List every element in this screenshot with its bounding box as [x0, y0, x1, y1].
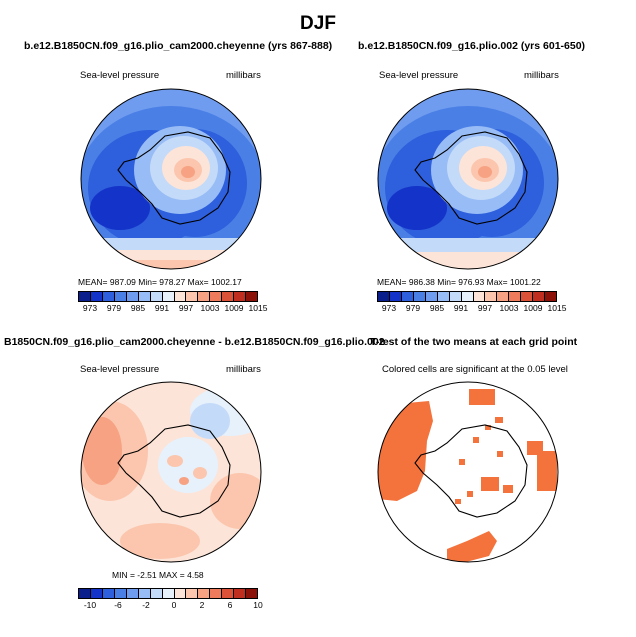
colorbar-swatch [102, 589, 115, 598]
colorbar-tick-label: -10 [83, 600, 97, 610]
panel-1-variable: Sea-level pressure [80, 70, 160, 81]
panel-1-title: b.e12.B1850CN.f09_g16.plio_cam2000.cheye… [24, 40, 333, 52]
panel-3-stats: MIN = -2.51 MAX = 4.58 [112, 570, 204, 580]
panel-2-colorbar-labels: 973 979 985 991 997 1003 1009 1015 [377, 303, 567, 315]
panel-4-variable: Colored cells are significant at the 0.0… [382, 364, 568, 375]
panel-1-units: millibars [226, 70, 261, 81]
panel-2-map [377, 88, 559, 270]
colorbar-tick-label: 979 [405, 303, 421, 313]
colorbar-swatch [222, 589, 235, 598]
panel-2-units: millibars [524, 70, 559, 81]
colorbar-swatch [497, 292, 510, 301]
colorbar-swatch [425, 292, 438, 301]
colorbar-tick-label: 10 [253, 600, 263, 610]
colorbar-tick-label: 1009 [523, 303, 543, 313]
colorbar-tick-label: 991 [154, 303, 170, 313]
colorbar-swatch [437, 292, 450, 301]
colorbar-swatch [234, 589, 247, 598]
colorbar-tick-label: 991 [453, 303, 469, 313]
colorbar-swatch [222, 292, 235, 301]
colorbar-swatch [473, 292, 486, 301]
panel-3-map [80, 381, 262, 563]
colorbar-swatch [378, 292, 390, 301]
colorbar-swatch [138, 292, 151, 301]
panel-3-variable: Sea-level pressure [80, 364, 160, 375]
colorbar-swatch [114, 292, 127, 301]
colorbar-tick-label: 1015 [248, 303, 268, 313]
colorbar-tick-label: 6 [227, 600, 233, 610]
panel-2-stats: MEAN= 986.38 Min= 976.93 Max= 1001.22 [377, 277, 541, 287]
colorbar-tick-label: 973 [381, 303, 397, 313]
colorbar-swatch [138, 589, 151, 598]
colorbar-tick-label: 997 [477, 303, 493, 313]
colorbar-tick-label: 1003 [499, 303, 519, 313]
colorbar-tick-label: 985 [130, 303, 146, 313]
colorbar-swatch [150, 292, 163, 301]
colorbar-swatch [174, 292, 187, 301]
colorbar-swatch [114, 589, 127, 598]
colorbar-swatch [246, 292, 258, 301]
colorbar-swatch [79, 292, 91, 301]
panel-2-title: b.e12.B1850CN.f09_g16.plio.002 (yrs 601-… [358, 40, 586, 52]
panel-1-stats: MEAN= 987.09 Min= 978.27 Max= 1002.17 [78, 277, 242, 287]
colorbar-swatch [401, 292, 414, 301]
panel-1-map [80, 88, 262, 270]
colorbar-swatch [174, 589, 187, 598]
colorbar-swatch [413, 292, 426, 301]
colorbar-swatch [449, 292, 462, 301]
colorbar-tick-label: 0 [171, 600, 177, 610]
colorbar-tick-label: 1003 [200, 303, 220, 313]
panel-2-colorbar [377, 291, 557, 302]
colorbar-swatch [389, 292, 402, 301]
colorbar-tick-label: 1009 [224, 303, 244, 313]
colorbar-tick-label: 997 [178, 303, 194, 313]
colorbar-swatch [461, 292, 474, 301]
colorbar-swatch [150, 589, 163, 598]
colorbar-tick-label: 979 [106, 303, 122, 313]
panel-1-colorbar [78, 291, 258, 302]
colorbar-tick-label: 985 [429, 303, 445, 313]
panel-4-map [377, 381, 559, 563]
colorbar-swatch [210, 292, 223, 301]
panel-3-units: millibars [226, 364, 261, 375]
colorbar-swatch [90, 292, 103, 301]
colorbar-swatch [186, 292, 199, 301]
colorbar-tick-label: 973 [82, 303, 98, 313]
page-title: DJF [300, 13, 336, 34]
colorbar-swatch [246, 589, 258, 598]
panel-3-colorbar [78, 588, 258, 599]
colorbar-swatch [126, 292, 139, 301]
colorbar-tick-label: 1015 [547, 303, 567, 313]
panel-3-colorbar-labels: -10 -6 -2 0 2 6 10 [78, 600, 263, 612]
panel-2-variable: Sea-level pressure [379, 70, 459, 81]
colorbar-swatch [162, 292, 175, 301]
colorbar-swatch [90, 589, 103, 598]
colorbar-swatch [126, 589, 139, 598]
colorbar-swatch [234, 292, 247, 301]
colorbar-swatch [186, 589, 199, 598]
colorbar-swatch [79, 589, 91, 598]
colorbar-swatch [521, 292, 534, 301]
colorbar-swatch [210, 589, 223, 598]
colorbar-swatch [198, 589, 211, 598]
panel-1-colorbar-labels: 973 979 985 991 997 1003 1009 1015 [78, 303, 268, 315]
panel-3-title: B1850CN.f09_g16.plio_cam2000.cheyenne - … [4, 336, 385, 348]
colorbar-tick-label: -6 [114, 600, 122, 610]
colorbar-swatch [162, 589, 175, 598]
significance-cells [378, 382, 558, 562]
colorbar-swatch [102, 292, 115, 301]
colorbar-tick-label: -2 [142, 600, 150, 610]
panel-4-title: T-test of the two means at each grid poi… [370, 336, 578, 348]
colorbar-swatch [533, 292, 546, 301]
colorbar-swatch [509, 292, 522, 301]
colorbar-swatch [198, 292, 211, 301]
colorbar-swatch [485, 292, 498, 301]
colorbar-tick-label: 2 [199, 600, 205, 610]
colorbar-swatch [545, 292, 557, 301]
